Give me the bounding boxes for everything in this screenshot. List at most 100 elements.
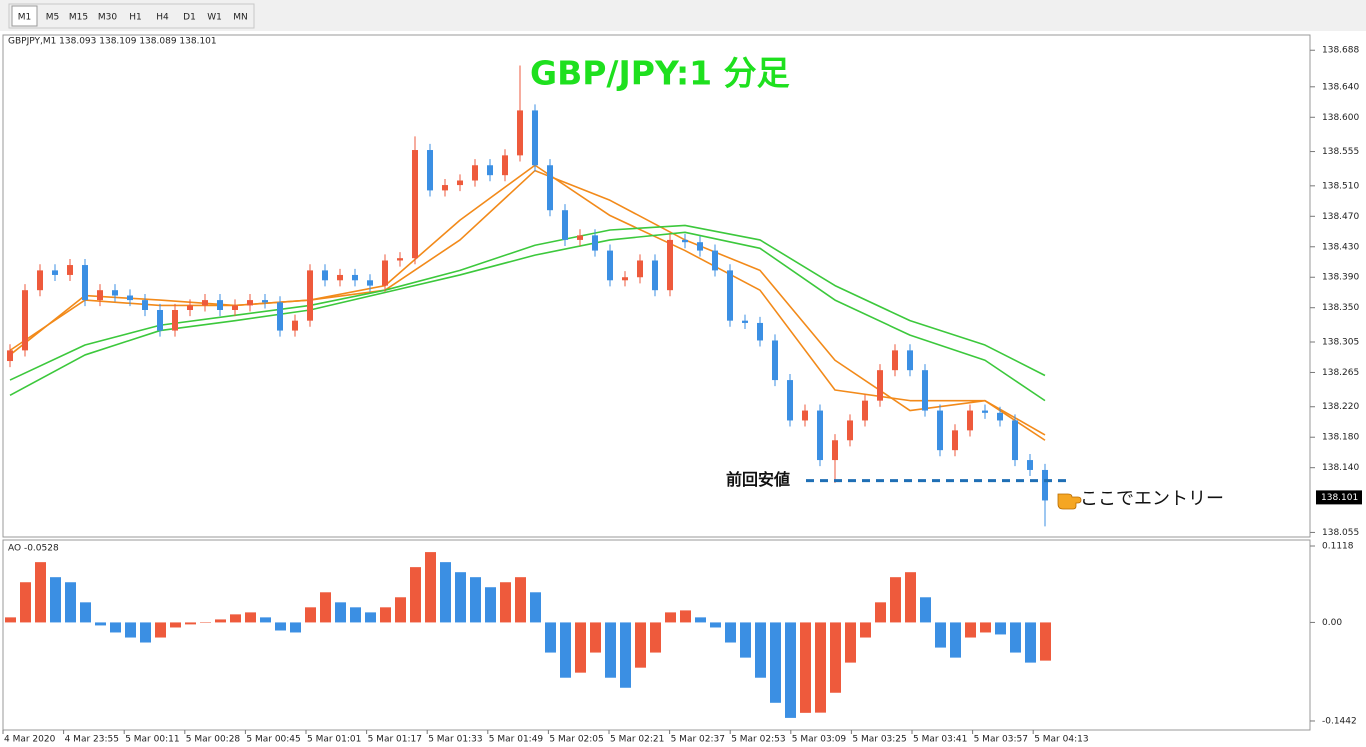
ao-bar: [350, 607, 361, 623]
candle-body: [697, 242, 703, 251]
ao-bar: [110, 622, 121, 633]
ao-bar: [950, 622, 961, 658]
ao-bar: [770, 622, 781, 703]
candle-body: [307, 270, 313, 321]
candle-body: [772, 340, 778, 381]
x-tick-label: 5 Mar 02:53: [731, 735, 785, 745]
ao-bar: [725, 622, 736, 643]
timeframe-button[interactable]: [177, 6, 202, 26]
ao-bar: [845, 622, 856, 663]
timeframe-button[interactable]: [40, 6, 65, 26]
timeframe-button[interactable]: [202, 6, 227, 26]
ao-bar: [260, 617, 271, 623]
candle-body: [577, 235, 583, 240]
toolbar: [0, 0, 1366, 31]
candle-body: [667, 239, 673, 291]
candle-body: [202, 300, 208, 306]
candle-body: [502, 155, 508, 176]
timeframe-button[interactable]: [95, 6, 120, 26]
candle-body: [892, 350, 898, 371]
ao-bar: [365, 612, 376, 623]
ao-bar: [35, 562, 46, 623]
ao-bar: [20, 582, 31, 623]
ao-bar: [380, 607, 391, 623]
timeframe-label[interactable]: H1: [129, 13, 142, 23]
ao-bar: [485, 587, 496, 623]
ao-bar: [200, 622, 211, 623]
ao-bar: [530, 592, 541, 623]
x-tick-label: 5 Mar 00:45: [246, 735, 300, 745]
ao-bar: [785, 622, 796, 718]
candle-body: [922, 370, 928, 411]
timeframe-label[interactable]: M15: [69, 13, 88, 23]
candle-body: [952, 430, 958, 451]
timeframe-label[interactable]: M1: [18, 13, 32, 23]
candle-body: [967, 410, 973, 431]
timeframe-button[interactable]: [66, 6, 91, 26]
candle-body: [7, 350, 13, 362]
timeframe-button[interactable]: [150, 6, 175, 26]
ao-bar: [5, 617, 16, 623]
candle-body: [352, 274, 358, 281]
candle-body: [67, 265, 73, 275]
candle-body: [1027, 460, 1033, 470]
candle-body: [982, 410, 988, 413]
ao-label: AO -0.0528: [8, 544, 59, 554]
ao-bar: [695, 617, 706, 623]
candle-body: [727, 270, 733, 321]
candle-body: [187, 305, 193, 310]
ao-bar: [1025, 622, 1036, 663]
candle-body: [127, 295, 133, 301]
timeframe-button[interactable]: [11, 5, 38, 27]
ao-bar: [80, 602, 91, 623]
ao-bar: [335, 602, 346, 623]
x-tick-label: 4 Mar 2020: [4, 735, 56, 745]
candle-body: [562, 210, 568, 240]
candle-body: [157, 309, 163, 331]
timeframe-button[interactable]: [123, 6, 148, 26]
candle-body: [82, 265, 88, 301]
y-tick-label: 138.600: [1322, 113, 1359, 123]
timeframe-label[interactable]: W1: [207, 13, 222, 23]
ao-bar: [740, 622, 751, 658]
y-tick-label: 138.510: [1322, 181, 1359, 191]
ao-bar: [860, 622, 871, 638]
timeframe-button[interactable]: [228, 6, 253, 26]
candle-body: [682, 239, 688, 243]
y-tick-label: -0.1442: [1322, 716, 1357, 726]
ao-bar: [965, 622, 976, 638]
candle-body: [592, 235, 598, 251]
candle-body: [652, 260, 658, 291]
ao-bar: [1040, 622, 1051, 661]
candle-body: [142, 300, 148, 310]
y-tick-label: 138.555: [1322, 147, 1359, 157]
ao-bar: [455, 572, 466, 623]
ao-bar: [395, 597, 406, 623]
ao-bar: [65, 582, 76, 623]
timeframe-label[interactable]: M30: [98, 13, 117, 23]
y-tick-label: 138.390: [1322, 273, 1359, 283]
timeframe-label[interactable]: H4: [156, 13, 169, 23]
pointing-hand-icon: [1057, 493, 1082, 510]
y-tick-label: 138.688: [1322, 46, 1359, 56]
ao-bar: [185, 622, 196, 625]
timeframe-label[interactable]: D1: [183, 13, 196, 23]
x-tick-label: 5 Mar 02:21: [610, 735, 664, 745]
y-tick-label: 138.470: [1322, 212, 1359, 222]
candle-body: [322, 270, 328, 281]
ao-bar: [500, 582, 511, 623]
ao-bar: [605, 622, 616, 678]
x-tick-label: 4 Mar 23:55: [65, 735, 119, 745]
ao-bar: [320, 592, 331, 623]
timeframe-label[interactable]: M5: [46, 13, 60, 23]
candle-body: [787, 380, 793, 421]
y-tick-label: 138.265: [1322, 368, 1359, 378]
candle-body: [847, 420, 853, 441]
ao-bar: [440, 562, 451, 623]
timeframe-label[interactable]: MN: [233, 13, 248, 23]
candle-body: [232, 305, 238, 310]
y-tick-label: 138.305: [1322, 337, 1359, 347]
ao-bar: [830, 622, 841, 693]
y-tick-label: 0.1118: [1322, 542, 1354, 552]
